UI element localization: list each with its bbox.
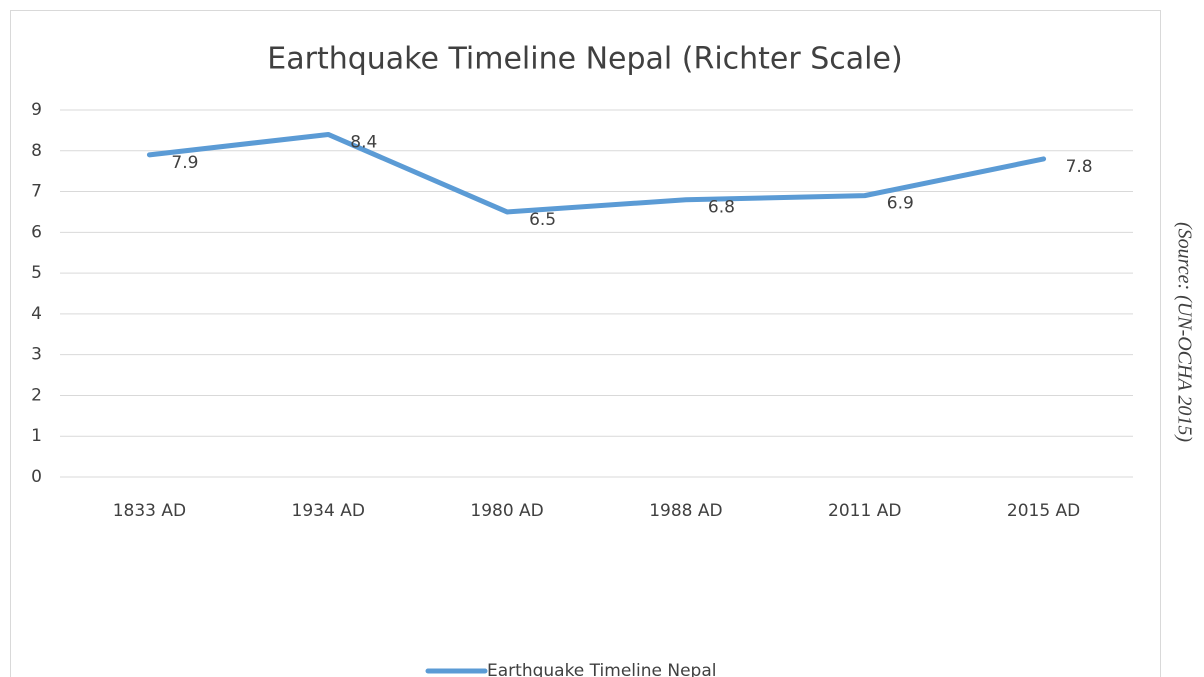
x-tick-label: 2015 AD — [1007, 501, 1080, 521]
data-label: 6.9 — [887, 194, 914, 214]
data-line — [146, 131, 1047, 215]
y-tick-label: 3 — [31, 345, 42, 365]
x-tick-label: 1934 AD — [292, 501, 365, 521]
chart-title: Earthquake Timeline Nepal (Richter Scale… — [267, 42, 902, 77]
y-tick-label: 1 — [31, 426, 42, 446]
data-label: 7.9 — [171, 153, 198, 173]
y-tick-label: 2 — [31, 385, 42, 405]
x-tick-label: 2011 AD — [828, 501, 901, 521]
y-tick-label: 7 — [31, 182, 42, 202]
y-tick-label: 0 — [31, 467, 42, 487]
x-tick-label: 1980 AD — [470, 501, 543, 521]
x-tick-label: 1988 AD — [649, 501, 722, 521]
x-tick-label: 1833 AD — [113, 501, 186, 521]
legend-label: Earthquake Timeline Nepal — [487, 661, 716, 677]
source-note: (Source: (UN-OCHA 2015) — [1173, 222, 1195, 442]
y-tick-label: 8 — [31, 141, 42, 161]
y-tick-label: 6 — [31, 222, 42, 242]
y-tick-label: 5 — [31, 263, 42, 283]
data-label: 6.5 — [529, 210, 556, 230]
y-tick-label: 4 — [31, 304, 42, 324]
chart-border — [10, 10, 1161, 677]
y-tick-label: 9 — [31, 100, 42, 120]
data-label: 7.8 — [1066, 157, 1093, 177]
data-label: 8.4 — [350, 132, 377, 152]
data-label: 6.8 — [708, 198, 735, 218]
